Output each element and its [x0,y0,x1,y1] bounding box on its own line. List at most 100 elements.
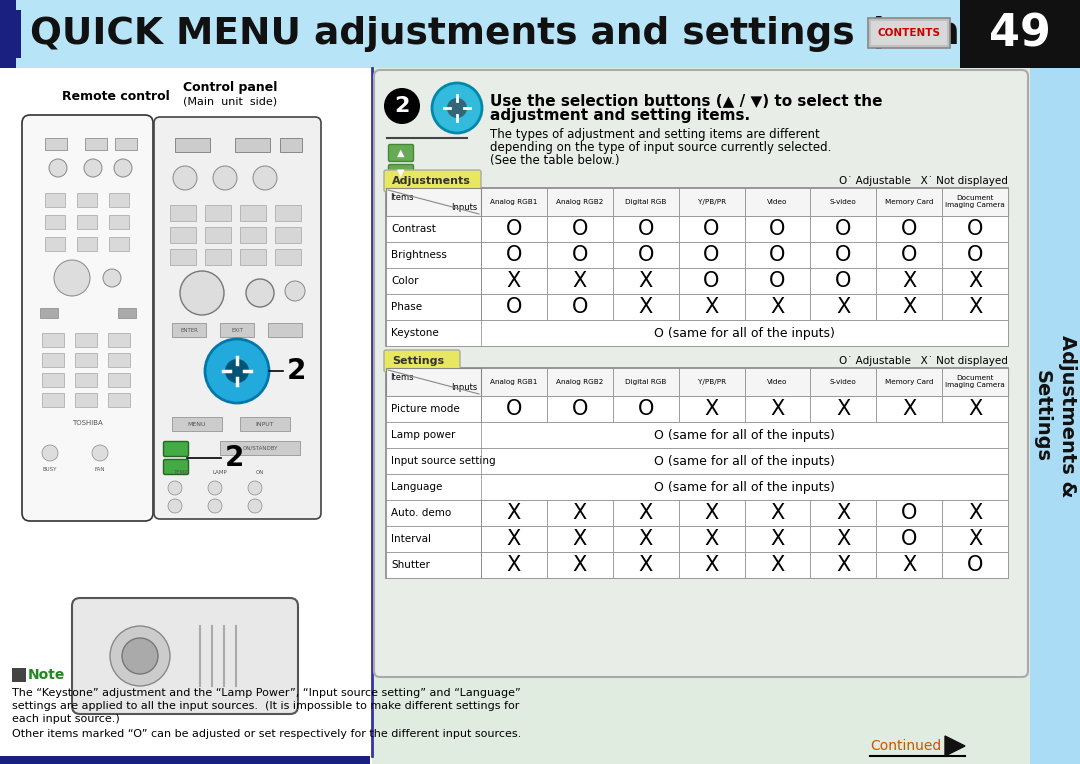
Bar [386,368,1008,578]
Text: X: X [638,555,652,575]
Bar [942,526,1008,552]
Text: Contrast: Contrast [391,224,436,234]
Bar [386,294,1008,320]
Text: O: O [901,503,917,523]
Text: X: X [638,529,652,549]
Text: Language: Language [391,482,443,492]
Bar [75,353,97,367]
Bar [40,308,58,318]
Text: O: O [505,297,522,317]
Bar [372,68,1030,764]
Bar [810,294,876,320]
Text: Items: Items [390,193,414,202]
Text: O: O [769,271,785,291]
Text: Other items marked “O” can be adjusted or set respectively for the different inp: Other items marked “O” can be adjusted o… [12,729,522,739]
Text: Control panel: Control panel [183,82,278,95]
Bar [942,552,1008,578]
Bar [678,552,744,578]
Text: Digital RGB: Digital RGB [625,199,666,205]
Bar [235,138,270,152]
Circle shape [384,88,420,124]
Bar [42,333,64,347]
Bar [744,216,810,242]
Text: Analog RGB1: Analog RGB1 [490,379,538,385]
Bar [75,373,97,387]
Bar [612,396,678,422]
Bar [481,526,546,552]
Text: Lamp power: Lamp power [391,430,456,440]
Bar [744,242,810,268]
Text: Phase: Phase [391,302,422,312]
Text: TOSHIBA: TOSHIBA [72,420,103,426]
Bar [275,227,301,243]
Text: Picture mode: Picture mode [391,404,460,414]
Text: X: X [902,555,916,575]
Bar [481,294,546,320]
Text: X: X [704,503,718,523]
Bar [876,188,942,216]
Text: (See the table below.): (See the table below.) [490,154,620,167]
Bar [876,294,942,320]
Bar [45,138,67,150]
Circle shape [208,499,222,513]
Circle shape [246,279,274,307]
Bar [77,237,97,251]
Bar [220,441,300,455]
Text: adjustment and setting items.: adjustment and setting items. [490,108,751,123]
Text: S-video: S-video [829,199,856,205]
Bar [546,188,612,216]
Text: O: O [835,245,851,265]
Bar [220,323,254,337]
Bar [876,216,942,242]
Text: The types of adjustment and setting items are different: The types of adjustment and setting item… [490,128,820,141]
Bar [108,353,130,367]
Bar [744,268,810,294]
FancyBboxPatch shape [384,350,460,372]
Text: X: X [770,399,784,419]
Bar [386,368,1008,396]
Bar [546,294,612,320]
Bar [240,417,291,431]
Bar [612,268,678,294]
Circle shape [180,271,224,315]
Bar [810,188,876,216]
Text: Input source setting: Input source setting [391,456,496,466]
Text: ENTER: ENTER [180,328,198,332]
Circle shape [84,159,102,177]
Text: Brightness: Brightness [391,250,447,260]
Text: O: O [571,399,588,419]
Text: Analog RGB2: Analog RGB2 [556,379,604,385]
Text: X: X [572,503,586,523]
Text: O: O [703,245,719,265]
Bar [942,188,1008,216]
Text: O: O [835,219,851,239]
Text: O: O [967,555,983,575]
Text: 49: 49 [989,12,1051,56]
Text: settings are applied to all the input sources.  (It is impossible to make differ: settings are applied to all the input so… [12,701,519,711]
Bar [275,249,301,265]
Text: X: X [968,503,982,523]
Bar [612,242,678,268]
Circle shape [432,83,482,133]
Bar [75,393,97,407]
Text: Note: Note [28,668,66,682]
Bar [481,552,546,578]
Bar [612,216,678,242]
Bar [876,368,942,396]
Bar [876,552,942,578]
Text: X: X [704,555,718,575]
Text: X: X [836,297,850,317]
Bar [612,188,678,216]
FancyBboxPatch shape [163,442,189,457]
Bar [481,368,546,396]
Text: O: O [571,219,588,239]
Text: O: O [769,219,785,239]
Text: X: X [638,271,652,291]
Text: X: X [902,297,916,317]
Bar [678,294,744,320]
Bar [114,138,137,150]
Circle shape [285,281,305,301]
Bar [170,205,195,221]
Bar [744,294,810,320]
Circle shape [54,260,90,296]
